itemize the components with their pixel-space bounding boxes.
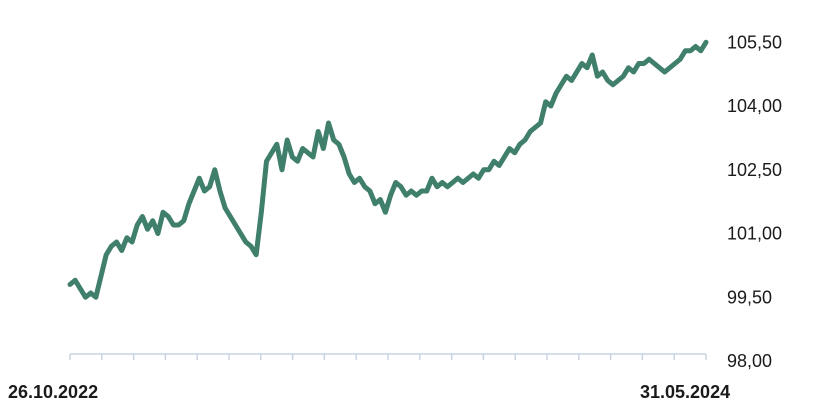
y-axis-tick-labels: 98,00 99,50 101,00 102,50 104,00 105,50 (727, 32, 782, 371)
x-tick-label-end: 31.05.2024 (640, 382, 730, 402)
y-tick-label: 105,50 (727, 32, 782, 52)
y-tick-label: 102,50 (727, 160, 782, 180)
series-line (70, 42, 706, 297)
y-tick-label: 99,50 (727, 287, 772, 307)
y-tick-label: 104,00 (727, 96, 782, 116)
x-axis-ticks (70, 354, 706, 360)
x-axis (70, 354, 706, 360)
x-tick-label-start: 26.10.2022 (8, 382, 98, 402)
series-points (68, 40, 708, 299)
y-tick-label: 101,00 (727, 224, 782, 244)
y-tick-label: 98,00 (727, 351, 772, 371)
